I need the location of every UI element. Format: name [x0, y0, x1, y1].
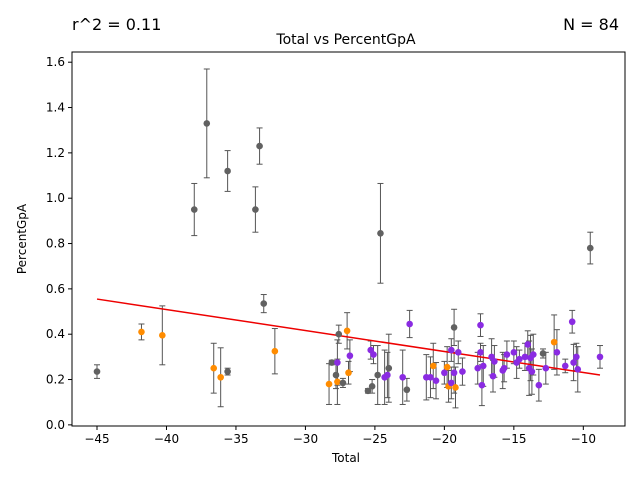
x-axis: −45 −40 −35 −30 −25 −20 −15 −10	[84, 426, 596, 446]
data-point	[328, 359, 336, 366]
data-point	[477, 321, 484, 329]
data-point	[539, 350, 547, 357]
data-point	[368, 383, 376, 390]
data-point	[190, 206, 198, 213]
data-point	[521, 353, 529, 361]
x-tick-label: −35	[223, 432, 248, 446]
x-tick-label: −10	[571, 432, 596, 446]
data-point	[450, 324, 458, 331]
data-point	[377, 230, 384, 237]
data-point	[384, 371, 391, 379]
data-point	[516, 355, 523, 363]
y-tick-label: 1.4	[46, 101, 65, 115]
y-tick-label: 0.8	[46, 237, 65, 251]
data-point	[503, 351, 511, 358]
data-point	[489, 372, 497, 380]
chart-title: Total vs PercentGpA	[275, 32, 416, 48]
data-point	[441, 369, 448, 377]
x-tick-label: −40	[154, 432, 179, 446]
data-point	[256, 142, 263, 150]
data-point	[224, 167, 231, 175]
data-point	[561, 362, 569, 370]
data-point	[477, 349, 484, 356]
data-point	[529, 351, 537, 358]
data-point	[138, 328, 145, 336]
data-point	[573, 353, 580, 361]
data-point	[343, 327, 351, 335]
y-tick-label: 0.2	[46, 373, 65, 387]
data-point	[450, 369, 458, 377]
data-point	[159, 332, 166, 339]
axes-frame	[71, 51, 626, 427]
data-point	[454, 349, 462, 356]
data-point	[260, 300, 268, 307]
data-point	[335, 330, 343, 338]
data-point	[339, 379, 347, 387]
data-point	[474, 364, 482, 372]
data-point	[252, 206, 259, 213]
data-point	[448, 379, 455, 387]
data-point	[528, 368, 536, 375]
y-tick-label: 0.6	[46, 282, 65, 296]
y-tick-label: 0.4	[46, 327, 65, 341]
data-point	[553, 349, 561, 356]
plot-area	[93, 68, 604, 409]
y-axis-label: PercentGpA	[15, 203, 29, 274]
data-point	[586, 244, 594, 252]
data-point	[370, 351, 377, 358]
data-point	[535, 381, 543, 389]
r-squared-annotation: r^2 = 0.11	[72, 15, 161, 34]
data-point	[224, 368, 231, 375]
data-point	[364, 387, 372, 395]
x-tick-label: −25	[362, 432, 387, 446]
data-point	[568, 318, 576, 326]
data-point	[374, 371, 381, 379]
data-point	[574, 366, 582, 373]
data-point	[479, 362, 487, 370]
data-point	[334, 359, 341, 366]
data-point	[332, 371, 340, 379]
data-point	[570, 359, 577, 366]
data-point	[271, 347, 279, 355]
data-point	[524, 341, 532, 348]
x-tick-label: −20	[432, 432, 457, 446]
y-tick-label: 1.6	[46, 55, 65, 69]
data-point	[429, 362, 437, 370]
data-point	[346, 352, 354, 360]
data-point	[452, 384, 459, 391]
data-point	[210, 364, 218, 372]
data-point	[443, 363, 451, 371]
x-tick-label: −30	[293, 432, 318, 446]
data-point	[406, 320, 413, 328]
data-point	[203, 120, 211, 127]
data-point	[510, 349, 518, 356]
data-point	[334, 378, 341, 386]
data-point	[427, 373, 434, 381]
data-point	[491, 358, 498, 365]
data-point	[550, 338, 558, 346]
x-tick-label: −45	[84, 432, 109, 446]
data-point	[217, 373, 224, 381]
data-point	[399, 373, 406, 381]
data-point	[500, 364, 508, 372]
data-point	[596, 353, 604, 361]
x-axis-label: Total	[331, 451, 360, 465]
data-point	[345, 369, 352, 377]
data-point	[93, 368, 101, 375]
y-axis: 0.0 0.2 0.4 0.6 0.8 1.0 1.2 1.4 1.6	[46, 55, 72, 432]
data-point	[459, 368, 466, 375]
y-tick-label: 1.0	[46, 191, 65, 205]
sample-size-annotation: N = 84	[563, 15, 619, 34]
y-tick-label: 0.0	[46, 418, 65, 432]
data-point	[432, 377, 440, 384]
x-tick-label: −15	[501, 432, 526, 446]
data-point	[542, 364, 550, 372]
data-point	[403, 386, 411, 394]
data-point	[478, 381, 486, 389]
data-point	[385, 364, 393, 372]
data-point	[325, 380, 333, 388]
data-point	[448, 346, 455, 354]
y-tick-label: 1.2	[46, 146, 65, 160]
